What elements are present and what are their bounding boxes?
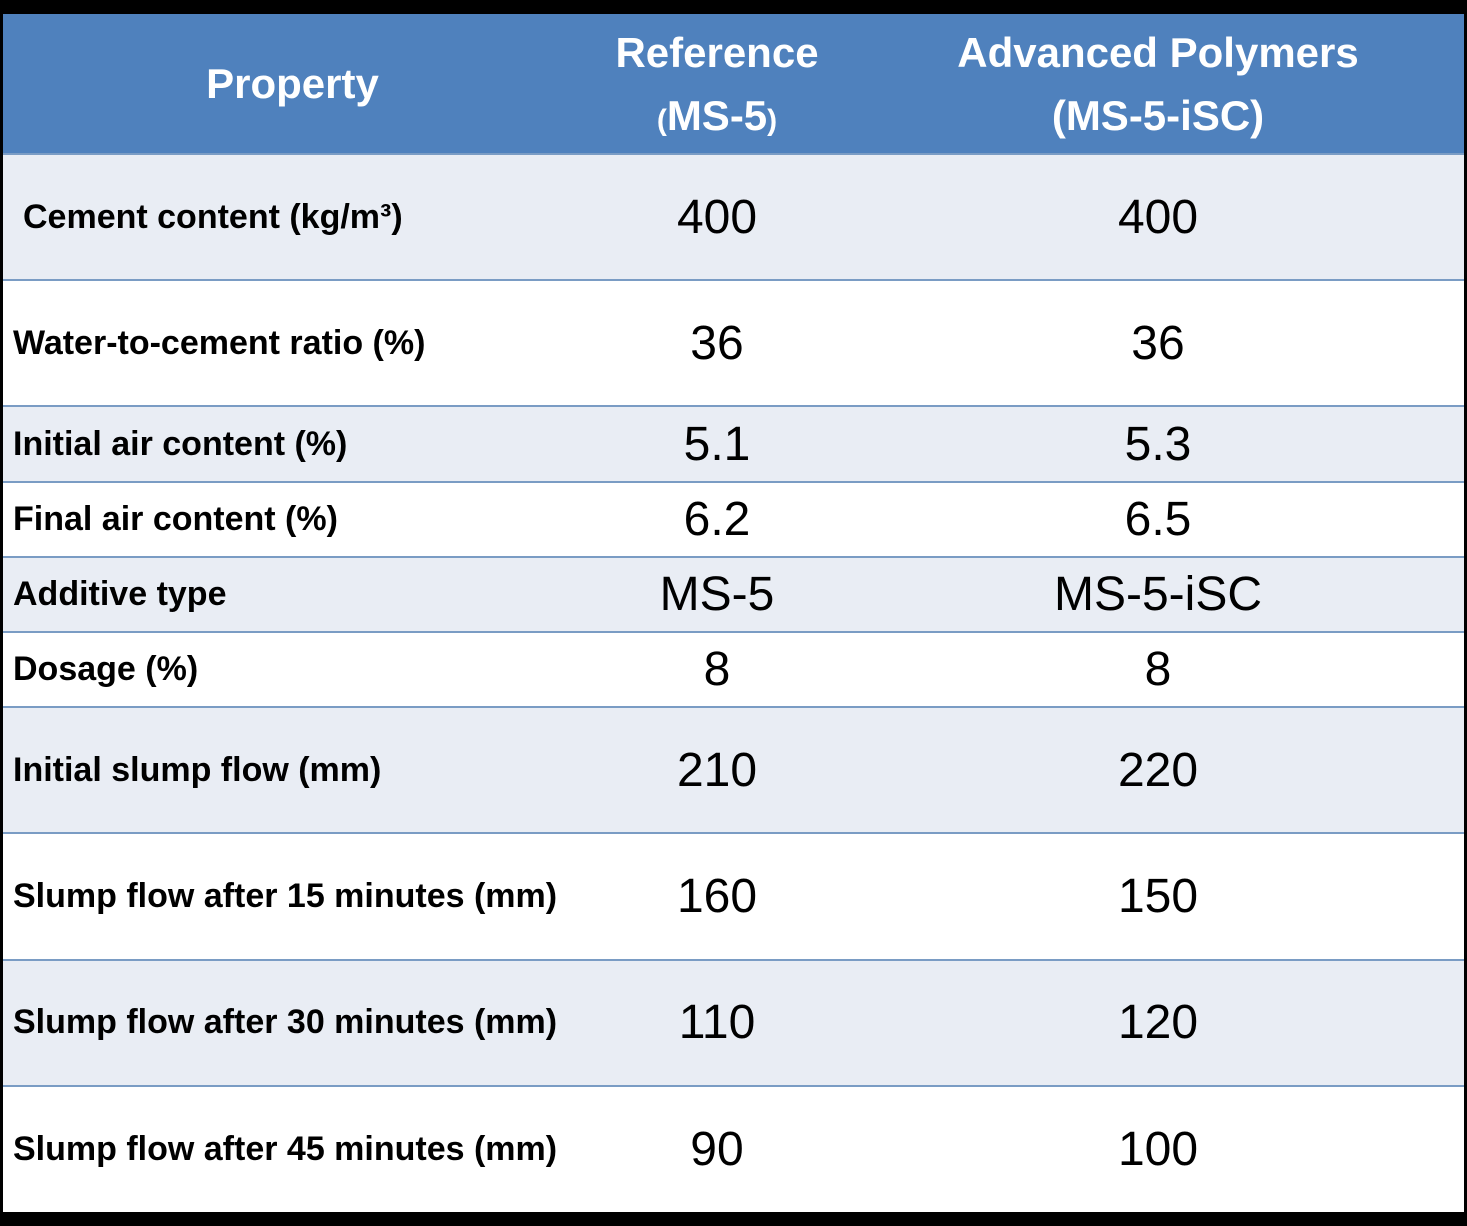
advanced-value: 220	[852, 706, 1464, 834]
property-cell: Initial air content (%)	[3, 405, 582, 482]
reference-value: 6.2	[582, 480, 852, 557]
reference-value: 36	[582, 279, 852, 407]
property-cell: Initial slump flow (mm)	[3, 706, 582, 834]
property-cell: Slump flow after 45 minutes (mm)	[3, 1084, 582, 1212]
table-row: Initial slump flow (mm) 210 220	[3, 706, 1464, 834]
reference-value: 8	[582, 630, 852, 708]
advanced-value: 36	[852, 279, 1464, 407]
reference-value: 110	[582, 958, 852, 1086]
property-cell: Cement content (kg/m³)	[3, 152, 582, 281]
reference-value: 5.1	[582, 405, 852, 482]
property-cell: Additive type	[3, 555, 582, 632]
header-reference-close-paren: )	[767, 103, 778, 137]
advanced-value: 150	[852, 832, 1464, 960]
advanced-value: 400	[852, 152, 1464, 281]
table-row: Slump flow after 45 minutes (mm) 90 100	[3, 1084, 1464, 1212]
header-reference-title: Reference	[615, 28, 819, 76]
reference-value: MS-5	[582, 555, 852, 632]
header-advanced-title: Advanced Polymers	[957, 28, 1359, 76]
header-reference-code-text: MS-5	[666, 91, 768, 139]
reference-value: 210	[582, 706, 852, 834]
reference-value: 160	[582, 832, 852, 960]
reference-value: 90	[582, 1084, 852, 1212]
advanced-value: 120	[852, 958, 1464, 1086]
header-advanced-code: (MS-5-iSC)	[1051, 91, 1265, 139]
property-cell: Slump flow after 30 minutes (mm)	[3, 958, 582, 1086]
table-row: Initial air content (%) 5.1 5.3	[3, 405, 1464, 482]
reference-value: 400	[582, 152, 852, 281]
table-row: Water-to-cement ratio (%) 36 36	[3, 279, 1464, 407]
header-property: Property	[3, 14, 582, 154]
table-row: Additive type MS-5 MS-5-iSC	[3, 555, 1464, 632]
table-row: Final air content (%) 6.2 6.5	[3, 480, 1464, 557]
property-cell: Water-to-cement ratio (%)	[3, 279, 582, 407]
table-row: Dosage (%) 8 8	[3, 630, 1464, 708]
advanced-value: MS-5-iSC	[852, 555, 1464, 632]
property-cell: Slump flow after 15 minutes (mm)	[3, 832, 582, 960]
properties-table: Property Reference (MS-5) Advanced Polym…	[3, 14, 1464, 1212]
table-row: Cement content (kg/m³) 400 400	[3, 152, 1464, 281]
table-row: Slump flow after 30 minutes (mm) 110 120	[3, 958, 1464, 1086]
property-cell: Dosage (%)	[3, 630, 582, 708]
advanced-value: 6.5	[852, 480, 1464, 557]
header-reference-code: (MS-5)	[586, 84, 848, 147]
header-reference: Reference (MS-5)	[582, 14, 852, 154]
property-cell: Final air content (%)	[3, 480, 582, 557]
header-row: Property Reference (MS-5) Advanced Polym…	[3, 14, 1464, 154]
advanced-value: 5.3	[852, 405, 1464, 482]
table-row: Slump flow after 15 minutes (mm) 160 150	[3, 832, 1464, 960]
header-advanced: Advanced Polymers (MS-5-iSC)	[852, 14, 1464, 154]
advanced-value: 8	[852, 630, 1464, 708]
advanced-value: 100	[852, 1084, 1464, 1212]
header-reference-open-paren: (	[656, 103, 667, 137]
